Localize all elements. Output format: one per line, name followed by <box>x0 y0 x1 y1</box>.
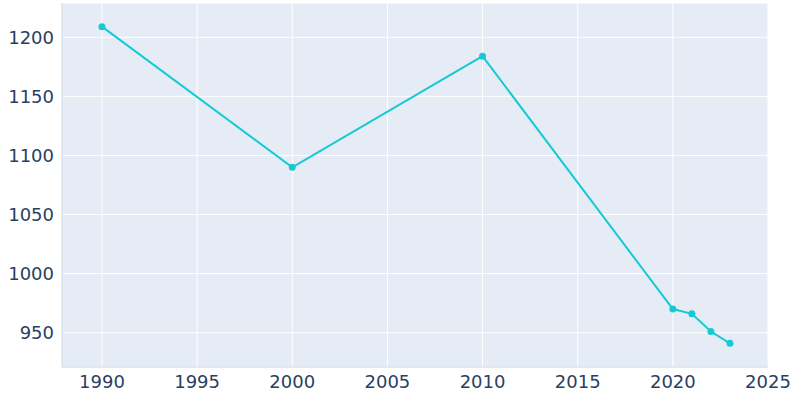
svg-text:1050: 1050 <box>8 204 54 225</box>
svg-text:1100: 1100 <box>8 145 54 166</box>
svg-text:1995: 1995 <box>174 371 220 392</box>
svg-text:2015: 2015 <box>555 371 601 392</box>
svg-text:2025: 2025 <box>745 371 791 392</box>
svg-text:1200: 1200 <box>8 27 54 48</box>
svg-text:1150: 1150 <box>8 86 54 107</box>
svg-text:2020: 2020 <box>650 371 696 392</box>
svg-text:1000: 1000 <box>8 263 54 284</box>
svg-text:2010: 2010 <box>460 371 506 392</box>
svg-text:1990: 1990 <box>79 371 125 392</box>
svg-text:950: 950 <box>20 322 54 343</box>
svg-text:2000: 2000 <box>269 371 315 392</box>
svg-text:2005: 2005 <box>365 371 411 392</box>
